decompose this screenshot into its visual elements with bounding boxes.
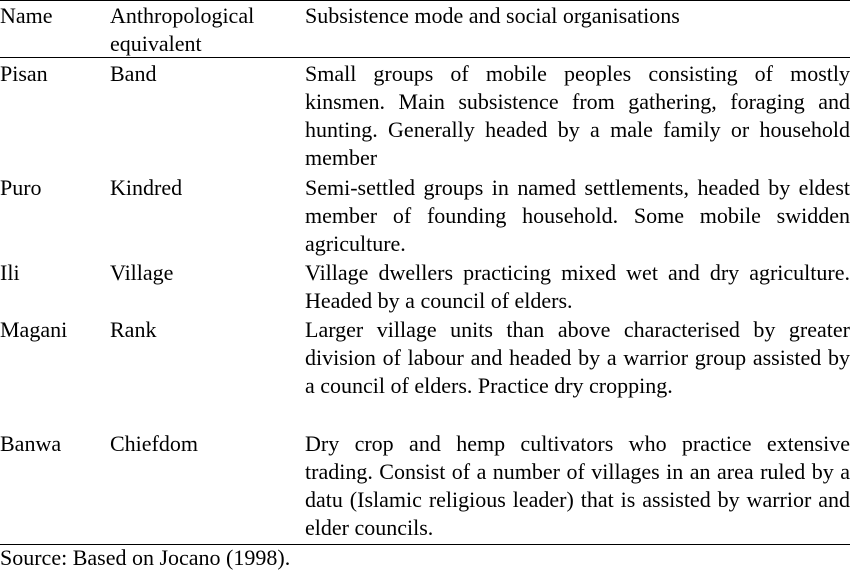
row-pisan-description: Small groups of mobile peoples consistin… (305, 61, 850, 170)
row-banwa-description: Dry crop and hemp cultivators who practi… (305, 431, 850, 540)
header-name: Name (0, 3, 53, 28)
row-banwa-name: Banwa (0, 431, 62, 456)
table-top-rule (0, 0, 850, 1)
row-magani-description: Larger village units than above characte… (305, 317, 850, 398)
source-note: Source: Based on Jocano (1998). (0, 545, 291, 570)
row-pisan-equivalent: Band (110, 61, 157, 86)
row-ili-name: Ili (0, 260, 20, 285)
row-magani-equivalent: Rank (110, 317, 157, 342)
row-puro-description: Semi-settled groups in named settlements… (305, 175, 850, 256)
header-anthropological-equivalent: Anthropological equivalent (110, 3, 255, 56)
row-pisan-name: Pisan (0, 61, 48, 86)
header-subsistence: Subsistence mode and social organisation… (305, 3, 680, 28)
row-ili-equivalent: Village (110, 260, 174, 285)
row-puro-name: Puro (0, 175, 42, 200)
row-ili-description: Village dwellers practicing mixed wet an… (305, 260, 850, 313)
row-puro-equivalent: Kindred (110, 175, 183, 200)
table-bottom-rule (0, 544, 850, 545)
row-magani-name: Magani (0, 317, 68, 342)
header-rule (0, 57, 850, 58)
row-banwa-equivalent: Chiefdom (110, 431, 198, 456)
